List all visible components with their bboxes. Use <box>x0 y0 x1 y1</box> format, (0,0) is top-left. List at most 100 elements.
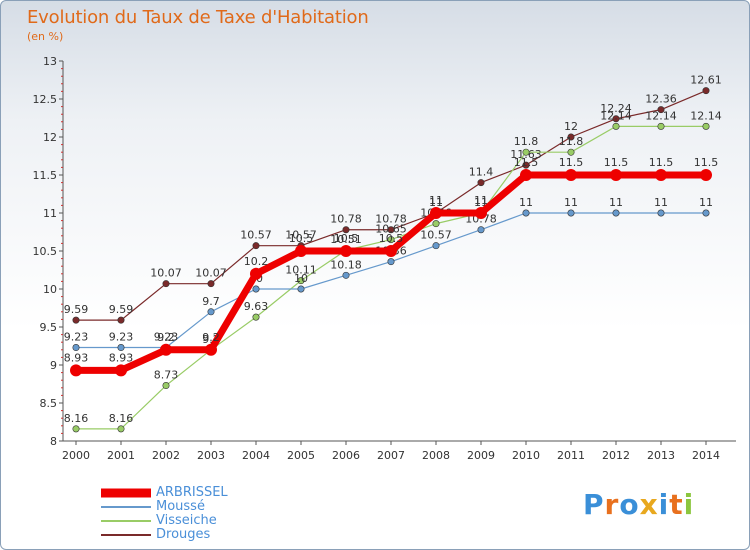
data-point-visseiche <box>252 313 260 321</box>
data-point-arbrissel <box>430 207 442 219</box>
legend-item: ARBRISSEL <box>101 485 301 500</box>
data-point-drouges <box>387 226 395 234</box>
data-label-drouges: 12 <box>564 120 578 133</box>
data-label-visseiche: 10.65 <box>375 223 407 236</box>
data-label-arbrissel: 11 <box>474 194 488 207</box>
data-label-drouges: 10.78 <box>375 213 407 226</box>
data-point-mousse <box>387 258 395 266</box>
data-point-drouges <box>72 316 80 324</box>
data-point-arbrissel <box>475 207 487 219</box>
data-label-arbrissel: 11.5 <box>604 156 629 169</box>
data-point-arbrissel <box>520 169 532 181</box>
data-point-mousse <box>657 209 665 217</box>
chart-title: Evolution du Taux de Taxe d'Habitation <box>27 7 369 28</box>
y-tick-label: 9.5 <box>40 321 58 334</box>
y-tick-label: 12 <box>43 131 57 144</box>
x-tick-label: 2012 <box>602 449 630 462</box>
legend-swatch <box>101 506 151 508</box>
x-tick-label: 2009 <box>467 449 495 462</box>
data-label-visseiche: 8.16 <box>109 412 134 425</box>
data-point-drouges <box>207 280 215 288</box>
data-point-visseiche <box>297 277 305 285</box>
data-label-visseiche: 10.51 <box>330 233 362 246</box>
legend-item: Visseiche <box>101 513 301 528</box>
x-tick-label: 2000 <box>62 449 90 462</box>
data-label-drouges: 12.36 <box>645 93 677 106</box>
data-label-arbrissel: 11.5 <box>649 156 674 169</box>
y-tick-label: 9 <box>50 359 57 372</box>
data-point-mousse <box>522 209 530 217</box>
x-tick-label: 2010 <box>512 449 540 462</box>
logo-letter: t <box>669 488 684 521</box>
logo-letter: P <box>583 488 605 521</box>
data-label-visseiche: 11.8 <box>559 135 584 148</box>
data-label-mousse: 11 <box>564 196 578 209</box>
y-tick-label: 10 <box>43 283 57 296</box>
data-label-arbrissel: 8.93 <box>64 351 89 364</box>
data-label-drouges: 12.24 <box>600 102 632 115</box>
data-label-drouges: 10.07 <box>150 267 182 280</box>
data-point-arbrissel <box>610 169 622 181</box>
data-label-arbrissel: 11.5 <box>559 156 584 169</box>
data-point-mousse <box>207 308 215 316</box>
data-label-arbrissel: 11.5 <box>514 156 539 169</box>
x-tick-label: 2001 <box>107 449 135 462</box>
data-point-arbrissel <box>70 364 82 377</box>
legend-swatch <box>101 488 151 498</box>
data-point-arbrissel <box>565 169 577 181</box>
data-point-visseiche <box>567 148 575 156</box>
data-point-mousse <box>612 209 620 217</box>
x-tick-label: 2006 <box>332 449 360 462</box>
data-label-drouges: 12.61 <box>690 74 722 87</box>
data-label-mousse: 10 <box>294 272 308 285</box>
x-tick-label: 2011 <box>557 449 585 462</box>
data-point-drouges <box>252 242 260 250</box>
data-label-visseiche: 12.14 <box>600 109 632 122</box>
data-point-arbrissel <box>385 245 397 257</box>
chart-legend: ARBRISSEL Moussé Visseiche Drouges <box>101 485 301 542</box>
data-label-mousse: 10.18 <box>330 258 362 271</box>
logo-letter: x <box>639 488 659 521</box>
legend-swatch <box>101 520 151 522</box>
data-label-arbrissel: 9.2 <box>202 331 220 344</box>
data-point-drouges <box>657 106 665 114</box>
data-label-mousse: 9.23 <box>109 331 134 344</box>
legend-item: Drouges <box>101 527 301 542</box>
data-label-visseiche: 9.63 <box>244 300 269 313</box>
data-point-arbrissel <box>205 343 217 356</box>
x-tick-label: 2004 <box>242 449 270 462</box>
data-point-arbrissel <box>115 364 127 377</box>
data-label-drouges: 10.07 <box>195 267 227 280</box>
x-tick-label: 2002 <box>152 449 180 462</box>
data-point-drouges <box>702 87 710 95</box>
data-point-visseiche <box>522 148 530 156</box>
data-point-drouges <box>522 161 530 169</box>
data-point-mousse <box>567 209 575 217</box>
y-tick-label: 11 <box>43 207 57 220</box>
data-label-arbrissel: 10.2 <box>244 255 269 268</box>
y-tick-label: 8.5 <box>40 397 58 410</box>
legend-label: Visseiche <box>156 513 217 528</box>
x-tick-label: 2013 <box>647 449 675 462</box>
data-point-drouges <box>117 316 125 324</box>
data-label-drouges: 9.59 <box>64 303 89 316</box>
logo-letter: i <box>683 488 695 521</box>
data-point-mousse <box>252 285 260 293</box>
data-label-mousse: 11 <box>699 196 713 209</box>
data-label-mousse: 10.57 <box>420 229 452 242</box>
data-label-visseiche: 8.73 <box>154 369 179 382</box>
data-label-drouges: 9.59 <box>109 303 134 316</box>
legend-label: ARBRISSEL <box>156 485 228 500</box>
data-label-visseiche: 11.8 <box>514 135 539 148</box>
data-point-mousse <box>342 271 350 279</box>
data-label-mousse: 11 <box>654 196 668 209</box>
data-label-arbrissel: 10.5 <box>334 232 359 245</box>
data-point-drouges <box>342 226 350 234</box>
y-tick-label: 12.5 <box>33 93 58 106</box>
data-label-mousse: 9.7 <box>202 295 220 308</box>
data-point-visseiche <box>702 122 710 130</box>
data-point-mousse <box>702 209 710 217</box>
data-point-arbrissel <box>250 267 262 280</box>
data-point-drouges <box>567 133 575 141</box>
data-point-arbrissel <box>700 169 712 181</box>
